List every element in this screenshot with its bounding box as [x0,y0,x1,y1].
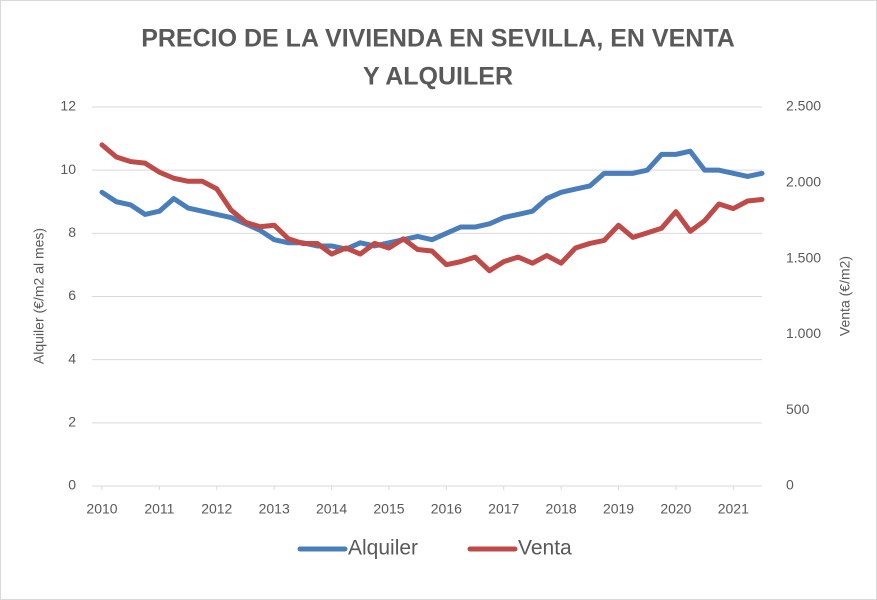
x-tick-label: 2015 [373,501,404,517]
x-tick-label: 2012 [201,501,232,517]
x-tick-label: 2014 [316,501,347,517]
data-line [99,142,765,274]
x-tick-label: 2013 [259,501,290,517]
y-tick-label: 8 [68,224,76,240]
y-tick-label: 12 [60,98,76,114]
y2-tick-label: 0 [786,477,794,493]
x-tick-label: 2010 [86,501,117,517]
chart-title: PRECIO DE LA VIVIENDA EN SEVILLA, EN VEN… [141,25,735,53]
y-tick-label: 4 [68,350,76,366]
chart-title: Y ALQUILER [363,63,513,91]
x-tick-label: 2020 [660,501,691,517]
legend-label: Venta [518,537,572,560]
y-tick-label: 0 [68,477,76,493]
x-tick-label: 2017 [488,501,519,517]
x-tick-label: 2018 [546,501,577,517]
x-tick-label: 2019 [603,501,634,517]
data-line [99,148,765,252]
y2-tick-label: 2.500 [786,98,821,114]
y2-tick-label: 1.000 [786,325,821,341]
x-tick-label: 2021 [718,501,749,517]
x-tick-label: 2011 [144,501,174,517]
y-axis-label: Alquiler (€/m2 al mes) [31,228,47,364]
x-tick-label: 2016 [431,501,462,517]
y2-tick-label: 1.500 [786,249,821,265]
legend-label: Alquiler [348,537,418,560]
y2-tick-label: 500 [786,401,810,417]
y2-axis-label: Venta (€/m2) [837,256,853,336]
y-tick-label: 10 [60,161,76,177]
y2-tick-label: 2.000 [786,174,821,190]
y-tick-label: 2 [68,414,76,430]
y-tick-label: 6 [68,287,76,303]
